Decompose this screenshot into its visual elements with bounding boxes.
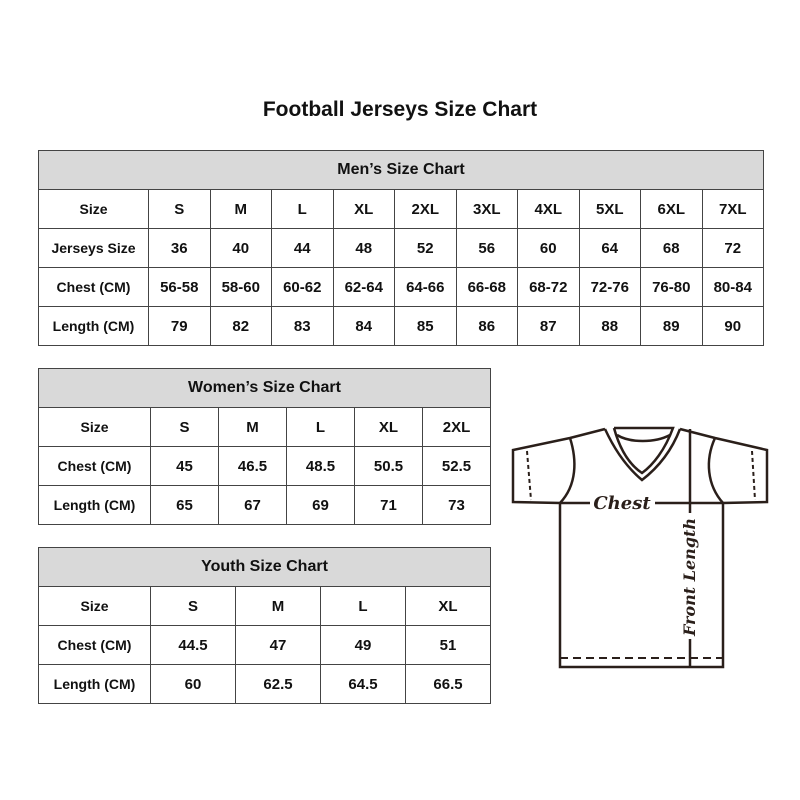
table-cell: 69 bbox=[286, 485, 355, 525]
table-cell: 72-76 bbox=[578, 267, 641, 307]
table-row: Chest (CM) 56-58 58-60 60-62 62-64 64-66 66-68… bbox=[38, 267, 764, 307]
table-cell: 64-66 bbox=[394, 267, 457, 307]
chest-label: Chest bbox=[593, 493, 651, 514]
table-row: Length (CM) 60 62.5 64.5 66.5 bbox=[38, 664, 491, 704]
table-cell: S bbox=[150, 586, 236, 626]
table-cell: 60 bbox=[517, 228, 580, 268]
table-cell: XL bbox=[405, 586, 491, 626]
table-cell: 85 bbox=[394, 306, 457, 346]
table-row: Length (CM) 79 82 83 84 85 86 87 88 89 90 bbox=[38, 306, 764, 346]
table-cell: 46.5 bbox=[218, 446, 287, 486]
jersey-diagram: Chest Front Length bbox=[511, 426, 769, 669]
row-label: Chest (CM) bbox=[38, 267, 149, 307]
table-cell: M bbox=[218, 407, 287, 447]
table-cell: 48.5 bbox=[286, 446, 355, 486]
table-cell: 56-58 bbox=[148, 267, 211, 307]
table-cell: 56 bbox=[455, 228, 518, 268]
table-cell: 71 bbox=[354, 485, 423, 525]
table-cell: 66-68 bbox=[455, 267, 518, 307]
row-label: Size bbox=[38, 407, 151, 447]
table-cell: 6XL bbox=[640, 189, 703, 229]
table-title: Women’s Size Chart bbox=[38, 368, 491, 408]
table-cell: 3XL bbox=[455, 189, 518, 229]
table-cell: XL bbox=[332, 189, 395, 229]
table-cell: 62-64 bbox=[332, 267, 395, 307]
table-cell: 7XL bbox=[701, 189, 764, 229]
table-row: Length (CM) 65 67 69 71 73 bbox=[38, 485, 491, 525]
table-cell: 66.5 bbox=[405, 664, 491, 704]
table-cell: 72 bbox=[701, 228, 764, 268]
table-title: Men’s Size Chart bbox=[38, 150, 764, 190]
table-cell: 64.5 bbox=[320, 664, 406, 704]
table-cell: 82 bbox=[209, 306, 272, 346]
row-label: Length (CM) bbox=[38, 664, 151, 704]
womens-size-table: Women’s Size Chart Size S M L XL 2XL Chest (CM)… bbox=[38, 368, 491, 525]
row-label: Size bbox=[38, 586, 151, 626]
table-row: Chest (CM) 44.5 47 49 51 bbox=[38, 625, 491, 665]
table-cell: 64 bbox=[578, 228, 641, 268]
table-cell: 76-80 bbox=[640, 267, 703, 307]
table-title: Youth Size Chart bbox=[38, 547, 491, 587]
table-cell: 52 bbox=[394, 228, 457, 268]
table-cell: S bbox=[150, 407, 219, 447]
table-cell: 45 bbox=[150, 446, 219, 486]
row-label: Chest (CM) bbox=[38, 446, 151, 486]
table-cell: 2XL bbox=[394, 189, 457, 229]
row-label: Length (CM) bbox=[38, 306, 149, 346]
table-cell: L bbox=[271, 189, 334, 229]
table-cell: 68-72 bbox=[517, 267, 580, 307]
row-label: Size bbox=[38, 189, 149, 229]
table-cell: 83 bbox=[271, 306, 334, 346]
table-cell: 68 bbox=[640, 228, 703, 268]
table-cell: 4XL bbox=[517, 189, 580, 229]
row-label: Length (CM) bbox=[38, 485, 151, 525]
table-cell: 80-84 bbox=[701, 267, 764, 307]
row-label: Jerseys Size bbox=[38, 228, 149, 268]
table-cell: 47 bbox=[235, 625, 321, 665]
table-cell: M bbox=[235, 586, 321, 626]
jersey-outline-icon bbox=[511, 426, 769, 669]
table-cell: 60-62 bbox=[271, 267, 334, 307]
table-cell: 40 bbox=[209, 228, 272, 268]
table-cell: 44 bbox=[271, 228, 334, 268]
table-cell: 49 bbox=[320, 625, 406, 665]
table-cell: 67 bbox=[218, 485, 287, 525]
table-cell: 65 bbox=[150, 485, 219, 525]
table-cell: M bbox=[209, 189, 272, 229]
table-cell: 73 bbox=[422, 485, 491, 525]
table-cell: XL bbox=[354, 407, 423, 447]
table-cell: 50.5 bbox=[354, 446, 423, 486]
table-row: Chest (CM) 45 46.5 48.5 50.5 52.5 bbox=[38, 446, 491, 486]
table-cell: 5XL bbox=[578, 189, 641, 229]
front-length-label: Front Length bbox=[680, 518, 699, 637]
table-cell: 58-60 bbox=[209, 267, 272, 307]
table-cell: 51 bbox=[405, 625, 491, 665]
table-cell: 86 bbox=[455, 306, 518, 346]
table-row: Size S M L XL 2XL 3XL 4XL 5XL 6XL 7XL bbox=[38, 189, 764, 229]
table-cell: 60 bbox=[150, 664, 236, 704]
page-title: Football Jerseys Size Chart bbox=[262, 98, 538, 121]
table-cell: 62.5 bbox=[235, 664, 321, 704]
table-cell: 36 bbox=[148, 228, 211, 268]
table-cell: 89 bbox=[640, 306, 703, 346]
table-cell: L bbox=[320, 586, 406, 626]
table-row: Size S M L XL 2XL bbox=[38, 407, 491, 447]
table-cell: 87 bbox=[517, 306, 580, 346]
table-cell: 84 bbox=[332, 306, 395, 346]
row-label: Chest (CM) bbox=[38, 625, 151, 665]
mens-size-table: Men’s Size Chart Size S M L XL 2XL 3XL 4XL 5XL 6XL… bbox=[38, 150, 764, 346]
table-cell: 79 bbox=[148, 306, 211, 346]
table-cell: S bbox=[148, 189, 211, 229]
table-cell: 90 bbox=[701, 306, 764, 346]
table-cell: 48 bbox=[332, 228, 395, 268]
table-cell: 2XL bbox=[422, 407, 491, 447]
table-row: Size S M L XL bbox=[38, 586, 491, 626]
table-cell: L bbox=[286, 407, 355, 447]
table-cell: 88 bbox=[578, 306, 641, 346]
table-cell: 44.5 bbox=[150, 625, 236, 665]
youth-size-table: Youth Size Chart Size S M L XL Chest (CM) 44.5 4… bbox=[38, 547, 491, 704]
table-row: Jerseys Size 36 40 44 48 52 56 60 64 68 72 bbox=[38, 228, 764, 268]
table-cell: 52.5 bbox=[422, 446, 491, 486]
